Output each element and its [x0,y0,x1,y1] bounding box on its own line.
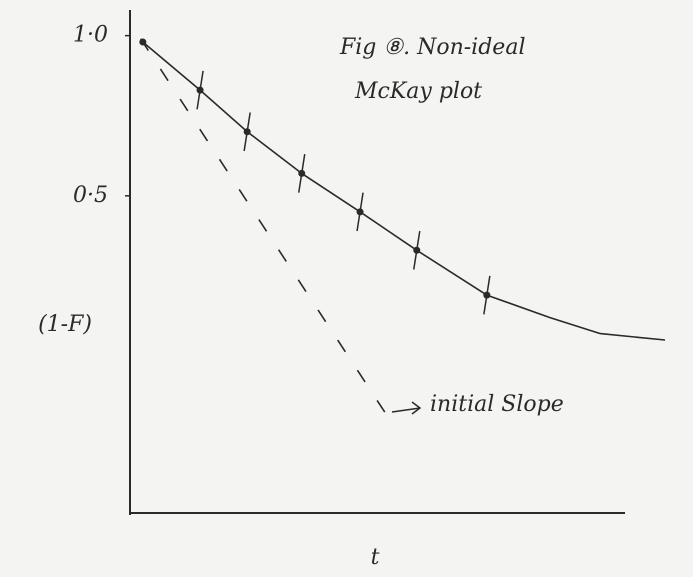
annotation-arrow [392,402,420,414]
chart-title: McKay plot [354,79,482,104]
chart-title: Fig ⑧. Non-ideal [339,35,525,60]
annotation: initial Slope [430,392,564,417]
y-tick-label: 1·0 [73,23,108,48]
chart: Fig ⑧. Non-ideal McKay plot (1-F) t init… [0,0,693,577]
slope-line [141,39,390,420]
y-axis-label: (1-F) [38,312,92,337]
y-tick-label: 0·5 [73,183,108,208]
x-axis-label: t [371,545,380,570]
